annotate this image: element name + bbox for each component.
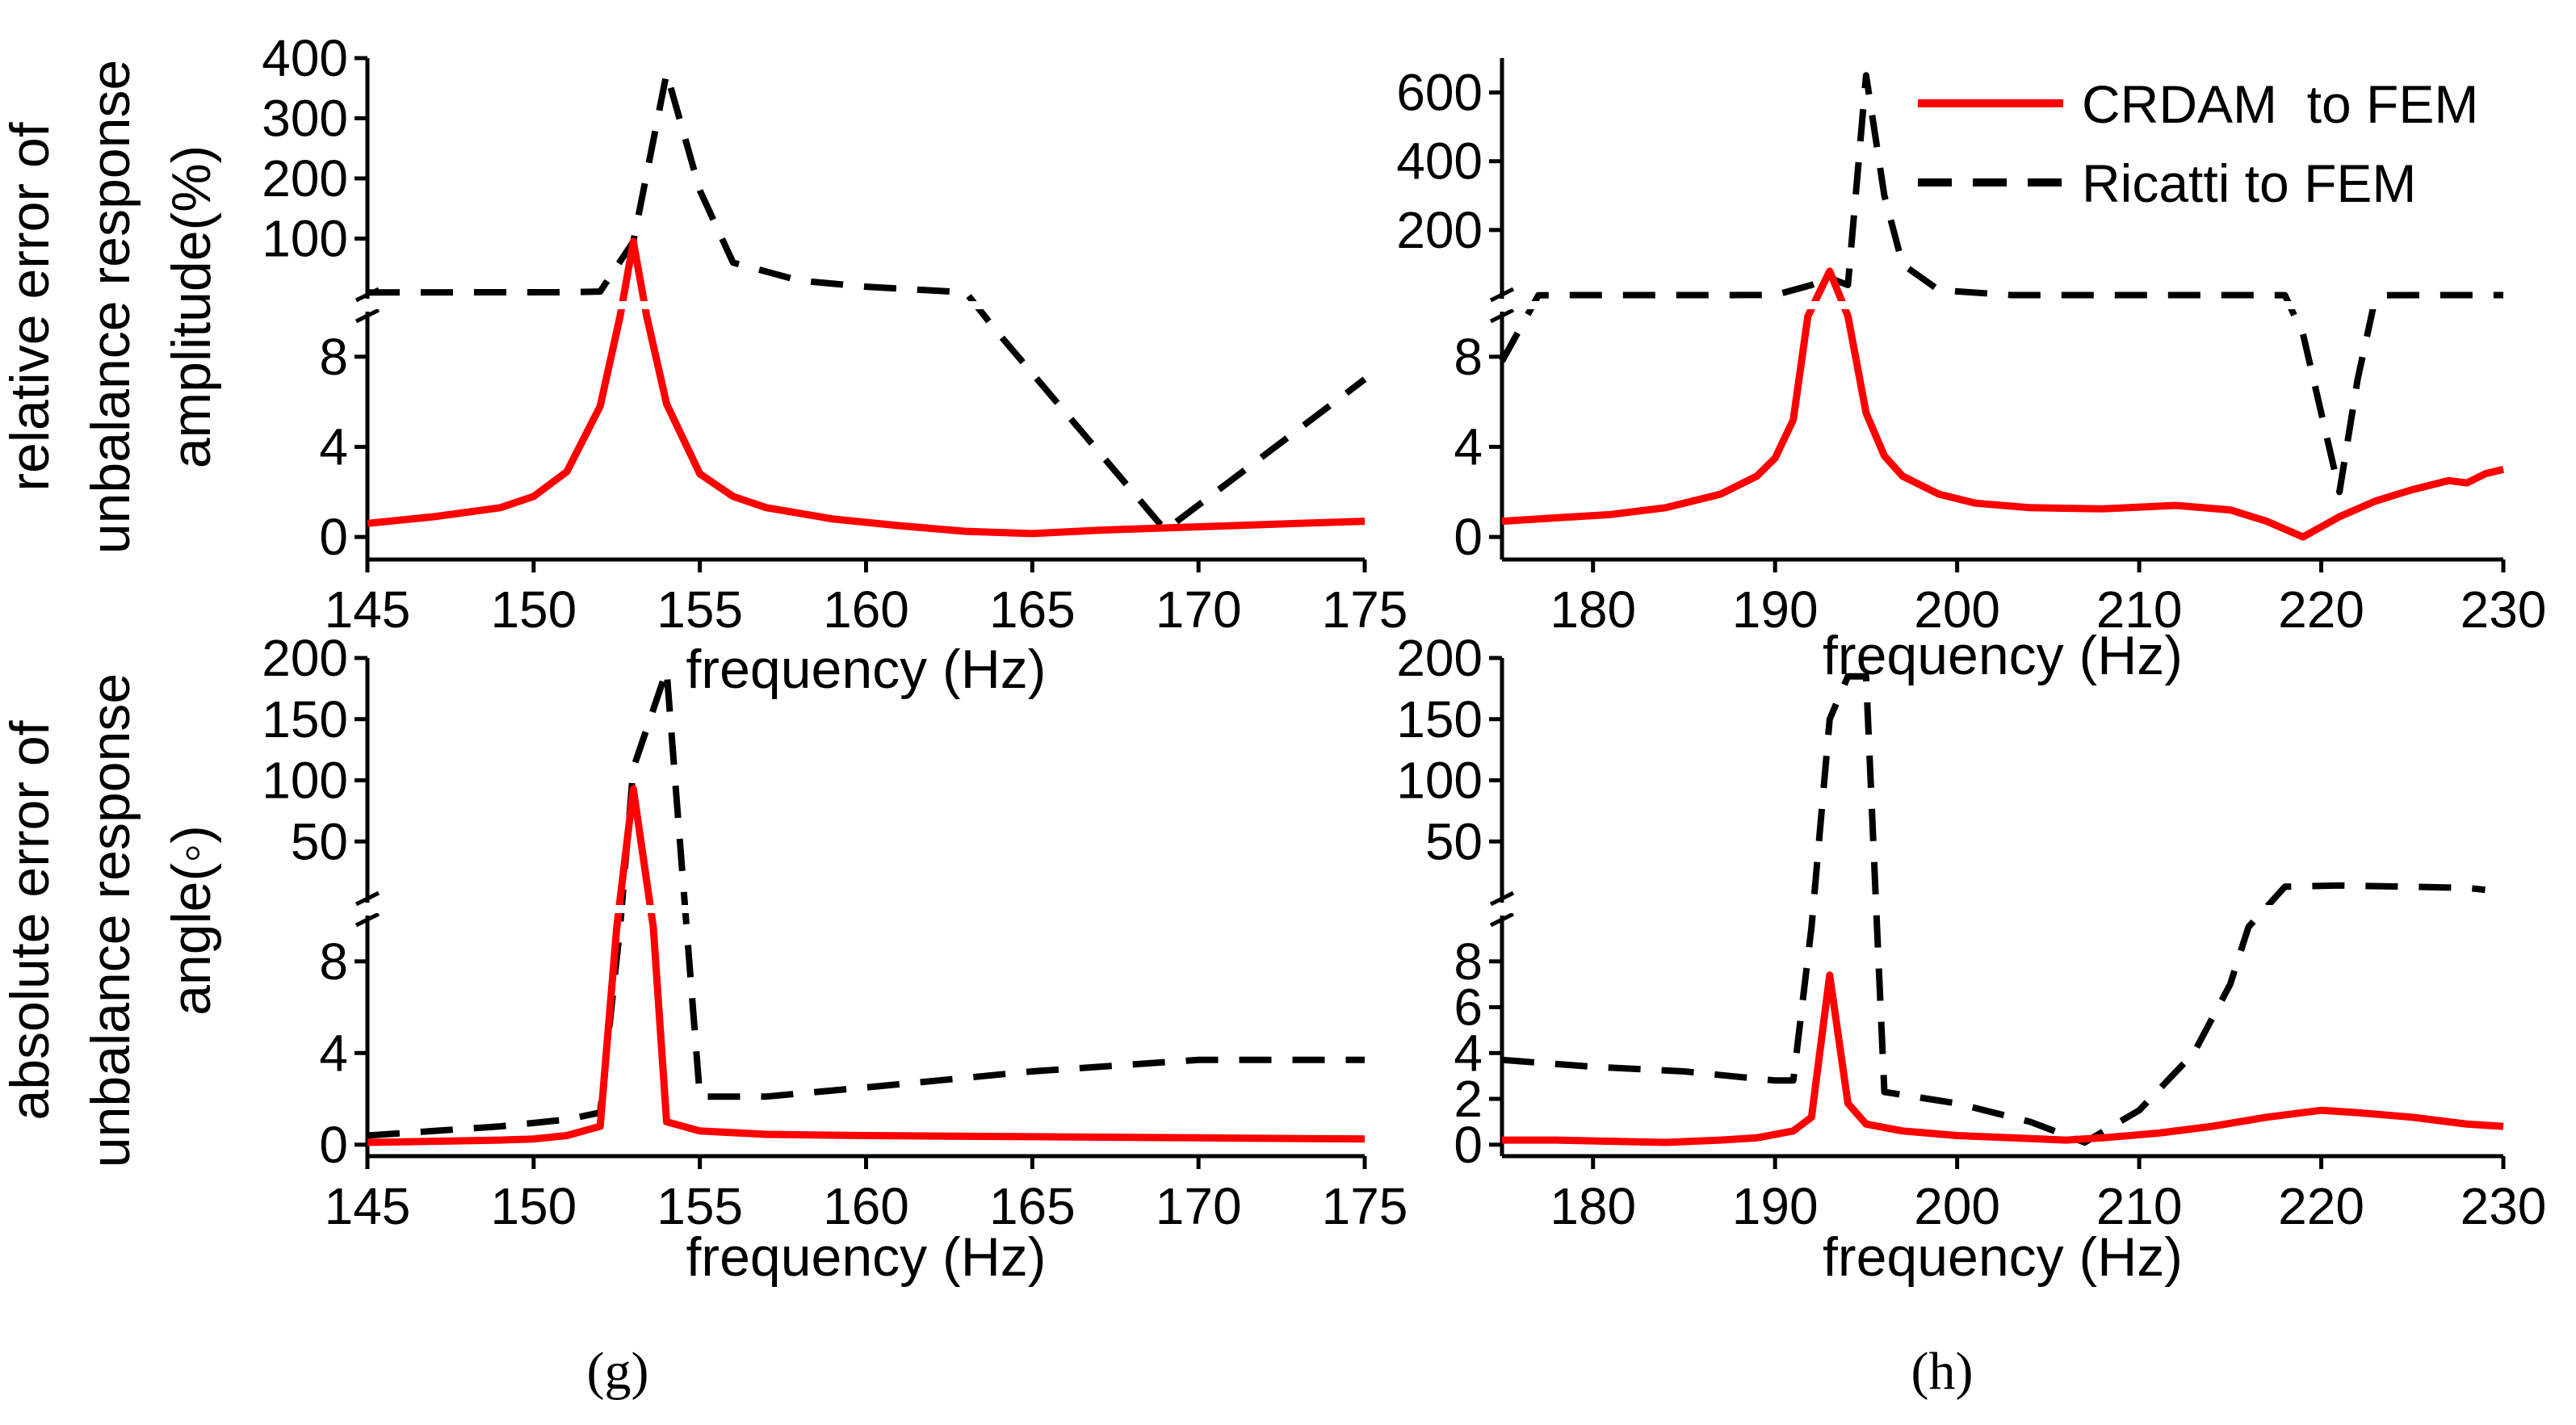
panel-g-bottom: 145 150 155 160 165 170 17504850100150200frequ… bbox=[262, 629, 1408, 1288]
axis-break-gap bbox=[371, 301, 1368, 309]
axis-break-mark bbox=[1489, 891, 1515, 907]
panel-label-g: (g) bbox=[587, 1342, 649, 1401]
x-tick-label: 170 bbox=[1156, 580, 1242, 639]
x-tick-label: 220 bbox=[2278, 1177, 2364, 1235]
y-title-bottom: absolute error of unbalance response ang… bbox=[0, 673, 222, 1167]
y-tick-label: 8 bbox=[319, 933, 348, 991]
axis-break-mark bbox=[1489, 308, 1515, 324]
panel-g-top: 145 150 155 160 165 170 175048100200300400freq… bbox=[262, 29, 1408, 700]
series-line-crdam bbox=[1502, 971, 2504, 1146]
axis-break-mark bbox=[355, 912, 380, 928]
x-tick-label: 165 bbox=[989, 1177, 1076, 1235]
x-tick-label: 170 bbox=[1156, 1177, 1242, 1235]
axis-break-mark bbox=[1489, 912, 1515, 928]
y-tick-label: 200 bbox=[262, 629, 348, 687]
series-line-crdam bbox=[367, 785, 1366, 1146]
y-tick-label: 150 bbox=[1396, 690, 1483, 748]
y-tick-label: 4 bbox=[319, 1024, 348, 1082]
legend-label-ricatti: Ricatti to FEM bbox=[2082, 153, 2416, 213]
x-tick-label: 150 bbox=[490, 580, 577, 639]
y-tick-label: 0 bbox=[1454, 508, 1483, 566]
y-title-bottom-line1: absolute error of bbox=[0, 720, 61, 1120]
x-axis-title: frequency (Hz) bbox=[1823, 625, 2183, 686]
y-tick-label: 8 bbox=[319, 328, 348, 386]
series-line-ricatti bbox=[367, 69, 1367, 534]
y-title-top-line2: unbalance response bbox=[80, 60, 141, 554]
panel-h-bottom: 180 190 200 210 220 2300246850100150200freque… bbox=[1396, 629, 2546, 1288]
x-tick-label: 160 bbox=[823, 1177, 909, 1235]
series-line-ricatti bbox=[1501, 673, 2486, 1146]
y-tick-label: 400 bbox=[1396, 132, 1483, 191]
y-tick-label: 50 bbox=[291, 812, 348, 870]
axis-break-mark bbox=[355, 891, 380, 907]
x-tick-label: 175 bbox=[1322, 1177, 1408, 1235]
x-tick-label: 180 bbox=[1550, 1177, 1636, 1235]
axis-break-gap bbox=[371, 905, 1368, 913]
panel-label-h: (h) bbox=[1911, 1342, 1974, 1401]
y-tick-label: 600 bbox=[1396, 64, 1483, 122]
legend-label-crdam: CRDAM to FEM bbox=[2082, 74, 2478, 134]
x-axis-title: frequency (Hz) bbox=[686, 639, 1047, 700]
y-tick-label: 0 bbox=[1454, 1116, 1483, 1174]
y-title-bottom-line3: angle(◦) bbox=[161, 825, 222, 1016]
x-tick-label: 155 bbox=[657, 580, 743, 639]
x-axis-title: frequency (Hz) bbox=[686, 1226, 1047, 1288]
y-tick-label: 100 bbox=[262, 752, 348, 810]
y-tick-label: 50 bbox=[1425, 812, 1483, 870]
x-tick-label: 230 bbox=[2461, 1177, 2547, 1235]
y-tick-label: 2 bbox=[1454, 1070, 1483, 1128]
x-tick-label: 175 bbox=[1322, 580, 1408, 639]
x-tick-label: 210 bbox=[2096, 580, 2183, 639]
series-line-ricatti bbox=[367, 667, 1365, 1139]
y-tick-label: 8 bbox=[1454, 933, 1483, 991]
y-title-top-line1: relative error of bbox=[0, 122, 61, 491]
legend: CRDAM to FEM Ricatti to FEM bbox=[1918, 74, 2478, 213]
y-tick-label: 6 bbox=[1454, 979, 1483, 1037]
x-tick-label: 190 bbox=[1732, 580, 1819, 639]
y-tick-label: 200 bbox=[1396, 201, 1483, 259]
y-tick-label: 4 bbox=[319, 417, 348, 476]
y-tick-label: 0 bbox=[319, 1116, 348, 1174]
series-line-crdam bbox=[1501, 267, 2505, 541]
x-tick-label: 180 bbox=[1550, 580, 1636, 639]
panel-h-top: 180 190 200 210 220 230 0 4 8 200 400 600 frequency … bbox=[1396, 58, 2546, 686]
x-axis-title: frequency (Hz) bbox=[1823, 1226, 2183, 1288]
y-tick-label: 8 bbox=[1454, 328, 1483, 386]
x-tick-label: 230 bbox=[2461, 580, 2547, 639]
x-tick-label: 220 bbox=[2278, 580, 2364, 639]
series-line-ricatti bbox=[1499, 72, 2503, 496]
x-tick-label: 145 bbox=[325, 580, 411, 639]
axis-break-gap bbox=[1505, 905, 2507, 913]
x-tick-label: 210 bbox=[2096, 1177, 2183, 1235]
y-tick-label: 100 bbox=[1396, 752, 1483, 810]
y-tick-label: 300 bbox=[262, 90, 348, 148]
x-tick-label: 190 bbox=[1732, 1177, 1819, 1235]
x-tick-label: 160 bbox=[823, 580, 909, 639]
axis-break-mark bbox=[1489, 287, 1515, 303]
x-tick-label: 155 bbox=[657, 1177, 743, 1235]
x-tick-label: 145 bbox=[325, 1177, 411, 1235]
axis-break-gap bbox=[1505, 301, 2507, 309]
axis-break-mark bbox=[355, 308, 380, 324]
y-tick-label: 200 bbox=[262, 149, 348, 207]
x-tick-label: 165 bbox=[989, 580, 1076, 639]
y-title-bottom-line2: unbalance response bbox=[80, 673, 141, 1167]
y-tick-label: 400 bbox=[262, 29, 348, 87]
y-tick-label: 4 bbox=[1454, 1024, 1483, 1082]
x-tick-label: 150 bbox=[490, 1177, 577, 1235]
y-tick-label: 4 bbox=[1454, 417, 1483, 476]
y-title-top: relative error of unbalance response amp… bbox=[0, 60, 222, 554]
x-tick-label: 200 bbox=[1914, 580, 2000, 639]
y-tick-label: 150 bbox=[262, 690, 348, 748]
y-tick-label: 200 bbox=[1396, 629, 1483, 687]
y-tick-label: 0 bbox=[319, 508, 348, 566]
series-line-crdam bbox=[367, 237, 1366, 538]
y-title-top-line3: amplitude(%) bbox=[161, 145, 222, 469]
x-tick-label: 200 bbox=[1914, 1177, 2000, 1235]
y-tick-label: 100 bbox=[262, 210, 348, 268]
